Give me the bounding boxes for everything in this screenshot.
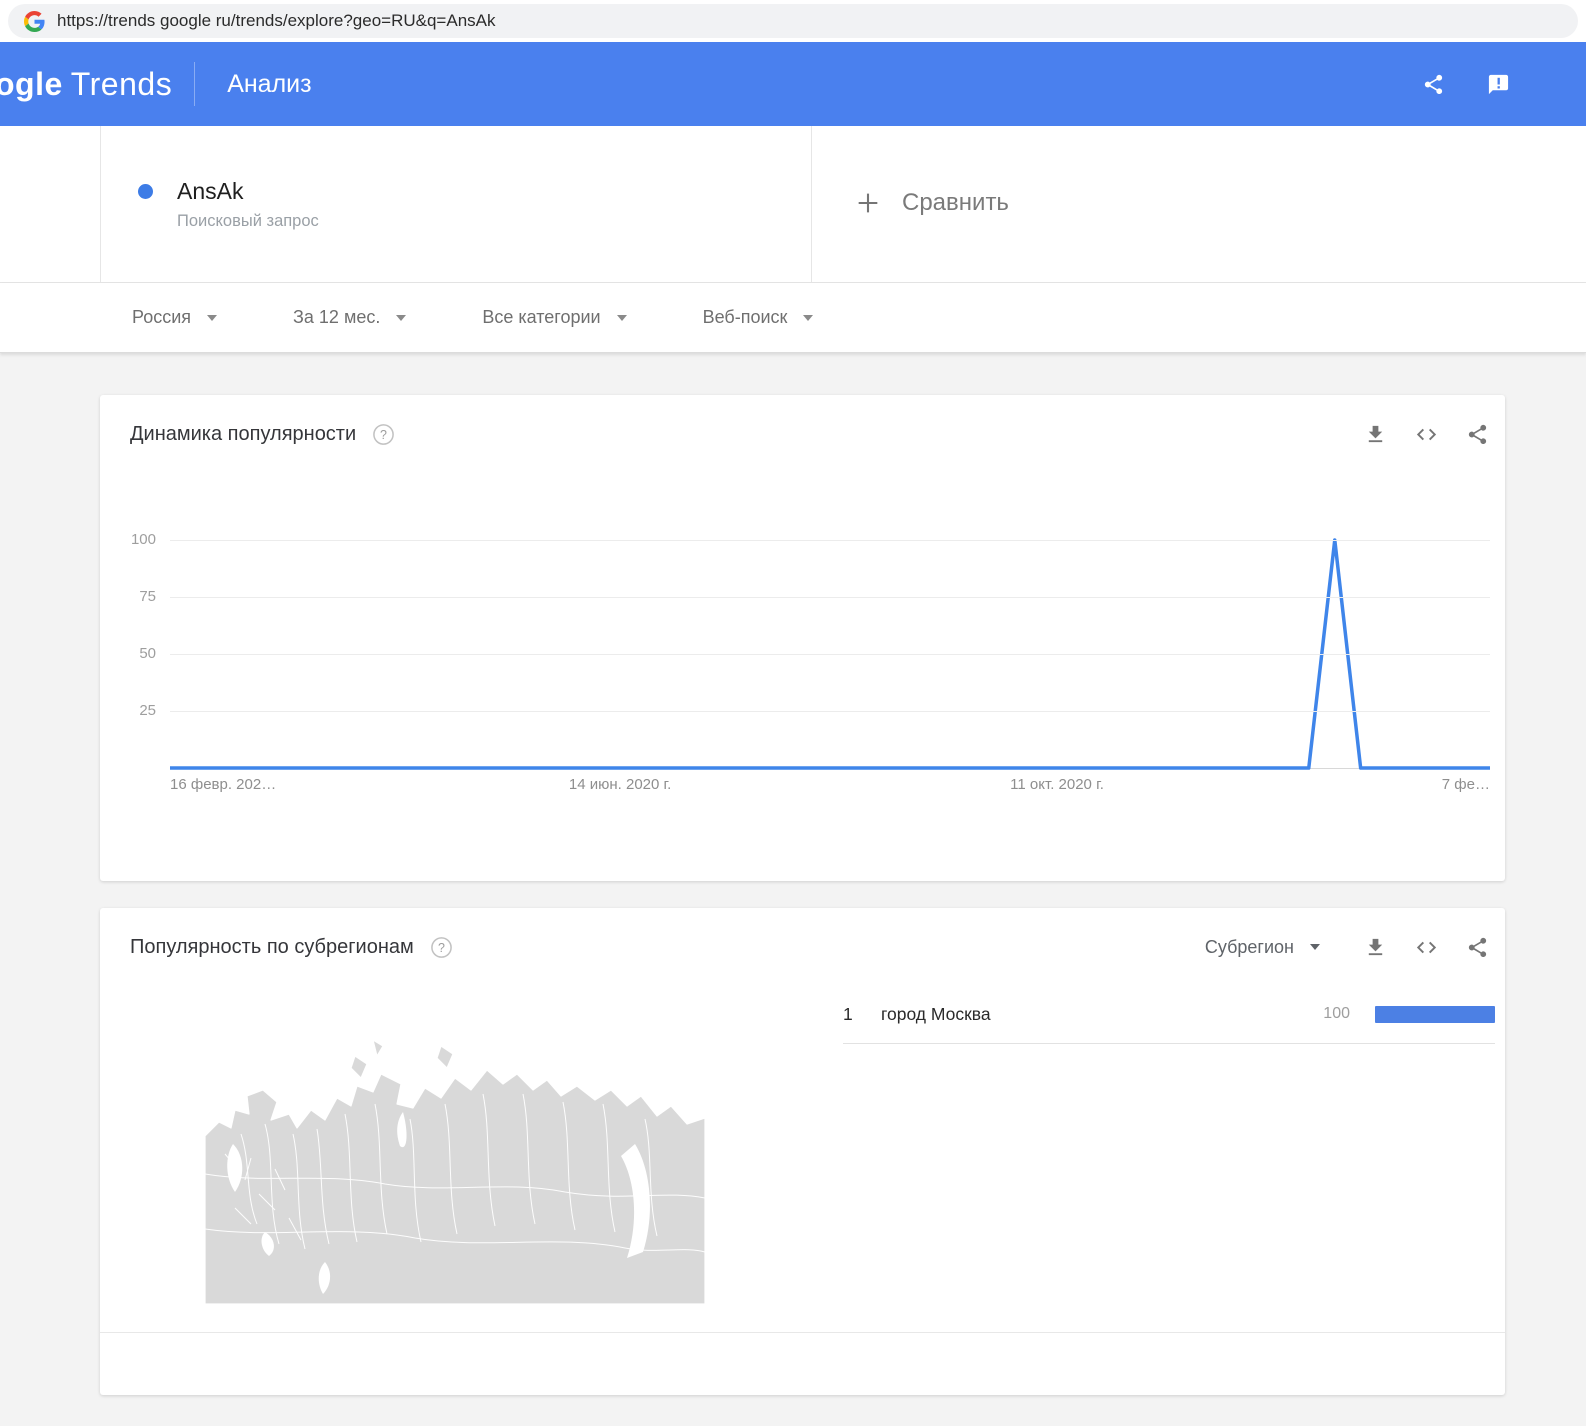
y-axis-tick-label: 100 xyxy=(130,531,156,548)
download-icon[interactable] xyxy=(1364,423,1387,446)
gridline xyxy=(170,540,1490,541)
search-term-card[interactable]: AnsAk Поисковый запрос xyxy=(101,126,812,282)
url-field[interactable]: https://trends google ru/trends/explore?… xyxy=(8,4,1578,38)
x-axis-labels: 16 февр. 202… 14 июн. 2020 г. 11 окт. 2020… xyxy=(170,776,1490,798)
search-term-query: AnsAk xyxy=(177,178,244,204)
compare-label: Сравнить xyxy=(902,189,1009,216)
series-color-dot xyxy=(138,184,153,199)
subregions-card: Популярность по субрегионам ? Субрегион xyxy=(100,908,1505,1395)
subregion-rank: 1 xyxy=(843,1003,853,1024)
url-text: https://trends google ru/trends/explore?… xyxy=(57,11,496,30)
logo-part1: ogle xyxy=(0,65,63,102)
help-icon[interactable]: ? xyxy=(372,423,395,446)
nav-item-explore[interactable]: Анализ xyxy=(227,69,312,98)
svg-text:?: ? xyxy=(380,427,387,441)
subregion-value: 100 xyxy=(1323,1005,1350,1022)
share-icon[interactable] xyxy=(1466,936,1489,959)
plot-area: 100 75 50 25 xyxy=(131,531,1490,769)
subregion-sort-value: Субрегион xyxy=(1204,936,1294,957)
share-icon[interactable] xyxy=(1466,423,1489,446)
logo-part2: Trends xyxy=(70,65,173,102)
svg-text:?: ? xyxy=(438,940,445,954)
plus-icon xyxy=(858,193,878,213)
subregion-sort-dropdown[interactable]: Субрегион xyxy=(1205,937,1320,958)
google-favicon-icon xyxy=(24,10,45,32)
russia-map[interactable] xyxy=(205,993,705,1305)
filter-row: Россия За 12 мес. Все категории Веб-поис… xyxy=(0,283,1586,353)
filter-period-dropdown[interactable]: За 12 мес. xyxy=(293,307,407,328)
feedback-icon[interactable] xyxy=(1487,73,1510,96)
subregion-list: 1 город Москва 100 xyxy=(843,985,1495,1044)
chevron-down-icon xyxy=(803,314,814,321)
strip-spacer xyxy=(0,126,101,282)
y-axis-tick-label: 25 xyxy=(139,702,156,719)
chevron-down-icon xyxy=(1310,944,1320,950)
interest-over-time-card: Динамика популярности ? 100 75 50 25 16 фев… xyxy=(100,395,1505,881)
filter-period-value: За 12 мес. xyxy=(293,307,381,327)
region-bar xyxy=(1375,1005,1495,1023)
filter-search-type-value: Веб-поиск xyxy=(702,307,788,327)
gridline xyxy=(170,711,1490,712)
term-strip: AnsAk Поисковый запрос Сравнить xyxy=(0,126,1586,283)
browser-bar: https://trends google ru/trends/explore?… xyxy=(0,0,1586,42)
trend-line xyxy=(170,540,1490,768)
chevron-down-icon xyxy=(396,314,407,321)
share-icon[interactable] xyxy=(1422,73,1445,96)
subregions-title: Популярность по субрегионам xyxy=(130,935,414,958)
embed-code-icon[interactable] xyxy=(1415,936,1438,959)
list-footer-divider xyxy=(100,1332,1505,1333)
filter-category-dropdown[interactable]: Все категории xyxy=(482,307,627,328)
download-icon[interactable] xyxy=(1364,936,1387,959)
chevron-down-icon xyxy=(616,314,627,321)
header-divider xyxy=(194,62,196,106)
app-header: ogle Trends Анализ xyxy=(0,42,1586,126)
filter-region-dropdown[interactable]: Россия xyxy=(132,307,218,328)
y-axis-tick-label: 75 xyxy=(139,588,156,605)
search-term-kind: Поисковый запрос xyxy=(177,212,319,230)
x-axis-tick-label: 16 февр. 202… xyxy=(170,776,277,793)
google-trends-logo[interactable]: ogle Trends xyxy=(0,66,172,103)
gridline xyxy=(170,597,1490,598)
help-icon[interactable]: ? xyxy=(430,936,453,959)
filter-category-value: Все категории xyxy=(482,307,601,327)
trends-line-svg xyxy=(170,540,1490,768)
embed-code-icon[interactable] xyxy=(1415,423,1438,446)
y-axis-tick-label: 50 xyxy=(139,645,156,662)
subregion-row[interactable]: 1 город Москва 100 xyxy=(843,985,1495,1044)
x-axis-tick-label: 11 окт. 2020 г. xyxy=(1010,776,1104,793)
filter-search-type-dropdown[interactable]: Веб-поиск xyxy=(703,307,814,328)
chart-title: Динамика популярности xyxy=(130,422,357,445)
gridline xyxy=(170,654,1490,655)
chevron-down-icon xyxy=(207,314,218,321)
compare-add-button[interactable]: Сравнить xyxy=(812,189,1586,217)
subregion-name: город Москва xyxy=(881,1003,991,1024)
x-axis-tick-label: 14 июн. 2020 г. xyxy=(568,776,672,793)
filter-region-value: Россия xyxy=(132,307,192,327)
x-axis-tick-label: 7 фе… xyxy=(1441,776,1490,793)
